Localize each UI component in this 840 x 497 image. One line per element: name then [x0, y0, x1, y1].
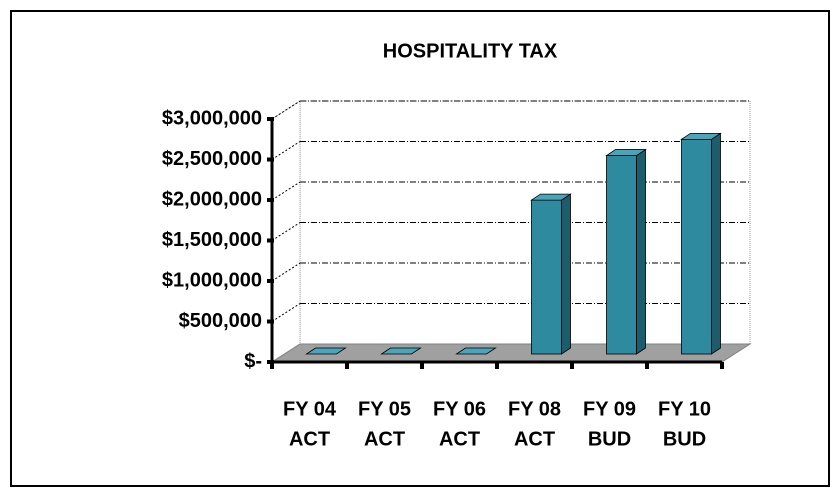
bar-top: [380, 347, 422, 355]
bar-top: [680, 132, 722, 140]
x-tick-label: ACT: [289, 428, 330, 450]
y-tick-label: $2,000,000: [162, 188, 262, 210]
y-tick-label: $1,500,000: [162, 229, 262, 251]
bar-side: [636, 148, 646, 355]
chart-title: HOSPITALITY TAX: [383, 40, 558, 62]
bar-front: [606, 155, 637, 355]
bar: [305, 347, 347, 355]
bar-top: [530, 193, 572, 201]
x-tick-label: FY 09: [583, 398, 636, 420]
x-tick-label: FY 06: [433, 398, 486, 420]
grid-line: [271, 222, 301, 241]
bar-side: [711, 132, 721, 355]
bar: [605, 148, 647, 355]
y-tick-label: $1,000,000: [162, 269, 262, 291]
bar: [530, 193, 572, 355]
bar-front: [531, 199, 562, 355]
x-tick-label: ACT: [439, 428, 480, 450]
floor: [270, 343, 752, 363]
x-tick-label: FY 08: [508, 398, 561, 420]
bar: [380, 347, 422, 355]
bar-front: [681, 138, 712, 355]
x-tick-label: BUD: [588, 428, 631, 450]
y-tick-label: $500,000: [179, 310, 262, 332]
y-tick-label: $2,500,000: [162, 148, 262, 170]
bar-top: [455, 347, 497, 355]
x-tick-label: BUD: [663, 428, 706, 450]
x-tick-label: ACT: [514, 428, 555, 450]
bar-top: [605, 149, 647, 156]
bar: [680, 132, 722, 355]
bar-top: [305, 347, 347, 355]
grid-line: [271, 100, 301, 120]
grid-line: [271, 262, 301, 282]
y-tick-label: $3,000,000: [162, 107, 262, 129]
x-tick-label: ACT: [364, 428, 405, 450]
bar-side: [561, 193, 571, 355]
grid-line: [271, 303, 301, 322]
x-tick-label: FY 04: [283, 398, 337, 420]
grid-line: [271, 181, 301, 201]
y-tick-label: $-: [244, 350, 262, 372]
x-tick-label: FY 10: [658, 398, 711, 420]
bar: [455, 347, 497, 355]
grid-line: [271, 141, 301, 160]
x-tick-label: FY 05: [358, 398, 411, 420]
